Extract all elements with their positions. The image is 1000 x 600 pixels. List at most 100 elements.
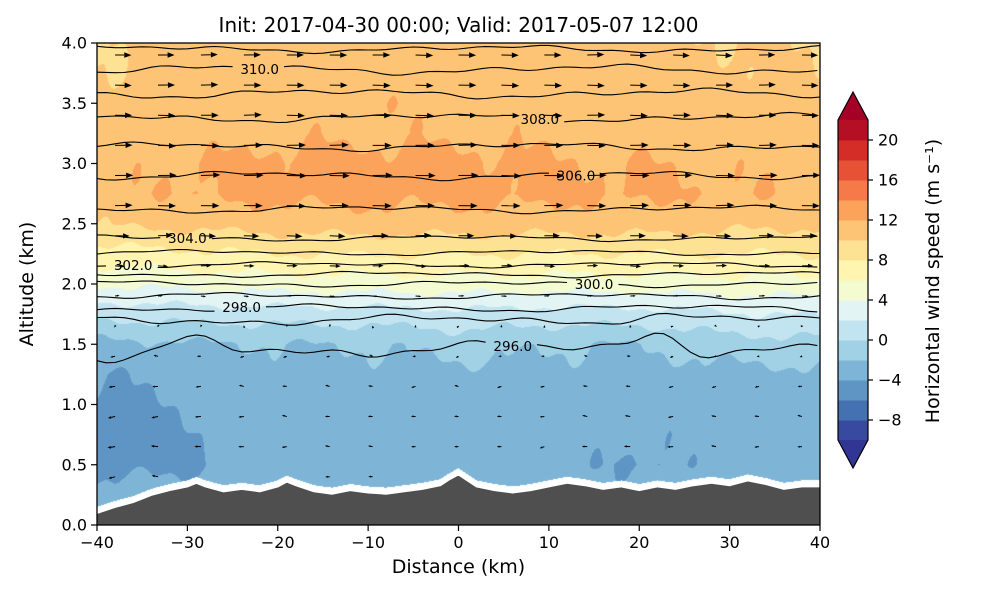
wind-arrow-head <box>805 295 809 298</box>
wind-arrow-head <box>469 82 477 88</box>
colorbar-tick-label: −8 <box>878 411 902 430</box>
wind-arrow-head <box>107 445 112 449</box>
wind-arrow-head <box>754 445 757 448</box>
wind-arrow-shaft <box>154 416 159 418</box>
colorbar-tick-label: 4 <box>878 291 888 310</box>
colorbar-band <box>838 140 868 161</box>
wind-arrow-head <box>638 233 646 239</box>
theta-contour-306 <box>600 170 818 181</box>
wind-arrow-head <box>512 112 520 119</box>
theta-contour-311 <box>97 44 820 55</box>
wind-arrow-head <box>212 142 220 149</box>
wind-arrow-head <box>340 52 348 58</box>
wind-arrow-head <box>754 415 757 418</box>
wind-arrow-head <box>812 142 820 149</box>
wind-arrow-head <box>541 355 544 358</box>
theta-contour-label: 310.0 <box>240 62 279 78</box>
wind-arrow-head <box>812 203 820 209</box>
wind-arrow-shaft <box>327 385 330 387</box>
wind-arrow-head <box>332 295 336 298</box>
theta-contour-300 <box>97 280 568 288</box>
wind-arrow-head <box>467 233 475 239</box>
colorbar-band <box>838 380 868 401</box>
wind-arrow-head <box>297 112 305 119</box>
colorbar-band <box>838 240 868 261</box>
wind-arrow-head <box>583 355 587 358</box>
wind-arrow-head <box>110 355 113 358</box>
wind-arrow-head <box>426 82 434 89</box>
wind-arrow-head <box>550 264 556 269</box>
wind-arrow-shaft <box>584 415 588 418</box>
y-axis-label: Altitude (km) <box>16 221 38 347</box>
wind-arrow-head <box>714 324 717 327</box>
wind-arrow-head <box>797 385 801 388</box>
y-tick-label: 1.5 <box>62 335 87 354</box>
colorbar-band <box>838 200 868 221</box>
wind-arrow-head <box>239 355 243 358</box>
wind-arrow-shaft <box>284 415 287 418</box>
y-tick-label: 4.0 <box>62 34 87 53</box>
wind-arrow-head <box>249 264 255 268</box>
colorbar-band <box>838 320 868 341</box>
wind-arrow-head <box>667 445 670 448</box>
wind-arrow-head <box>152 385 155 388</box>
wind-arrow-head <box>246 295 250 298</box>
wind-arrow-head <box>167 52 175 58</box>
wind-arrow-head <box>428 172 436 179</box>
colorbar-band <box>838 300 868 321</box>
wind-arrow-head <box>642 172 650 179</box>
wind-arrow-head <box>167 82 175 88</box>
wind-arrow-head <box>629 324 632 328</box>
wind-arrow-head <box>599 172 607 179</box>
wind-arrow-head <box>381 232 389 239</box>
colorbar-band <box>838 280 868 301</box>
wind-arrow-head <box>384 142 392 149</box>
theta-contour-305 <box>97 204 820 215</box>
wind-arrow-head <box>168 143 176 149</box>
wind-arrow-head <box>624 415 628 417</box>
wind-arrow-head <box>120 264 125 268</box>
wind-arrow-head <box>210 52 218 58</box>
wind-arrow-head <box>539 446 543 449</box>
wind-arrow-head <box>369 354 372 357</box>
wind-arrow-head <box>107 416 112 419</box>
wind-arrow-head <box>808 263 814 268</box>
wind-arrow-shaft <box>713 445 717 448</box>
wind-arrow-head <box>299 172 307 179</box>
x-axis-label: Distance (km) <box>391 556 526 578</box>
wind-arrow-head <box>325 475 328 478</box>
wind-arrow-head <box>667 416 671 419</box>
colorbar-outline <box>837 90 869 470</box>
wind-arrow-head <box>556 202 564 209</box>
wind-arrow-head <box>238 415 242 418</box>
wind-arrow-head <box>598 142 606 149</box>
wind-arrow-head <box>256 172 264 179</box>
wind-arrow-head <box>368 475 371 478</box>
wind-arrow-head <box>511 52 519 58</box>
colorbar-band <box>838 420 868 441</box>
wind-arrow-head <box>411 385 414 388</box>
wind-arrow-head <box>238 445 241 448</box>
theta-contour-298 <box>265 303 818 313</box>
wind-arrow-head <box>768 52 776 58</box>
wind-arrow-head <box>196 355 200 358</box>
wind-arrow-shaft <box>242 355 245 358</box>
colorbar-band <box>838 220 868 241</box>
wind-arrow-head <box>411 415 414 418</box>
theta-contour-301 <box>97 270 820 279</box>
wind-arrow-head <box>770 203 778 209</box>
wind-arrow-head <box>597 51 605 58</box>
theta-contour-308 <box>97 113 513 124</box>
wind-arrow-head <box>368 385 371 388</box>
terrain <box>97 473 820 525</box>
wind-arrow-head <box>368 445 371 448</box>
wind-arrow-head <box>421 264 427 269</box>
wind-arrow-shaft <box>627 415 631 418</box>
theta-contour-label: 306.0 <box>557 168 596 184</box>
x-tick-label: 20 <box>629 533 649 552</box>
colorbar-tick-label: 8 <box>878 251 888 270</box>
wind-arrow-head <box>455 355 459 358</box>
wind-arrow-head <box>640 82 648 89</box>
colorbar-band <box>838 360 868 381</box>
